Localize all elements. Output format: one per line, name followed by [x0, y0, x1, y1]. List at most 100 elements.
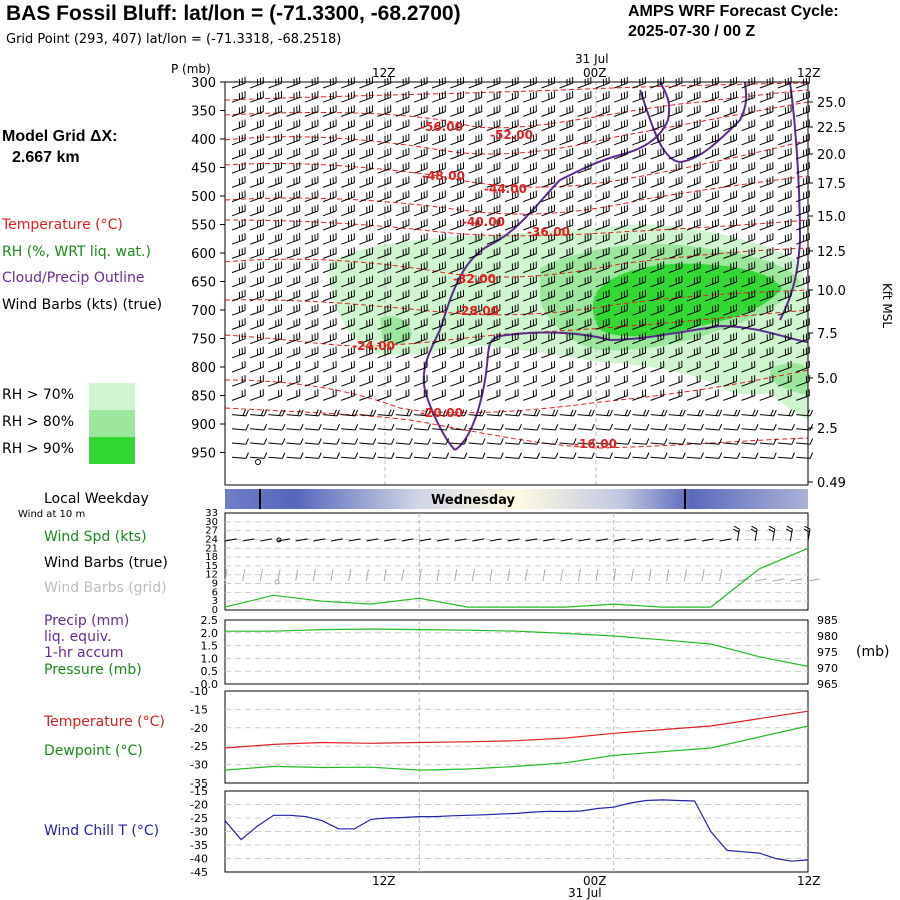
model-grid-value: 2.667 km — [12, 149, 80, 166]
wind-barb — [705, 218, 719, 231]
wind-barb — [741, 133, 756, 146]
wind-barb — [250, 247, 264, 259]
wind-barb — [796, 318, 810, 330]
wind-barb — [650, 119, 665, 132]
wind-barb — [486, 375, 501, 387]
wind-barb — [686, 147, 701, 160]
pressure-tick-label: 750 — [191, 333, 216, 348]
wind-barb — [286, 289, 301, 302]
wind-barb — [523, 289, 537, 302]
wind-barb — [341, 204, 355, 217]
precip-accum-label: 1-hr accum — [44, 645, 124, 661]
wind-barb — [468, 133, 483, 146]
wind-barb — [450, 261, 465, 274]
pressure-tick-label: 350 — [191, 105, 216, 120]
height-tick-label: 15.0 — [817, 210, 846, 225]
surface-wind-barb — [525, 538, 538, 542]
wind-barb — [632, 105, 647, 117]
pressure-tick-label: 550 — [191, 219, 216, 234]
grid-wind-barb — [242, 569, 246, 582]
height-tick-label: 25.0 — [817, 96, 846, 111]
wind-barb — [413, 261, 428, 274]
wind-barb — [359, 91, 374, 103]
wind-barb — [468, 289, 483, 302]
wind-barb — [468, 332, 483, 345]
temperature-contour-line — [224, 289, 809, 316]
wind-barb — [523, 375, 537, 387]
rh-shading — [329, 224, 808, 420]
wind-barb — [250, 275, 264, 288]
wind-barb — [304, 91, 319, 103]
wind-barb — [231, 438, 249, 445]
wind-barb — [413, 190, 428, 203]
wind-barb — [486, 332, 501, 345]
wind-barb — [650, 318, 665, 330]
wind-barb — [395, 389, 410, 401]
precip-label-group: Precip (mm) liq. equiv. 1-hr accum — [44, 613, 129, 661]
wind-barb — [231, 105, 246, 117]
wind-barb — [650, 304, 665, 316]
wind-barb — [322, 233, 337, 245]
wind-barb — [650, 204, 665, 217]
wind-barbs-grid-label: Wind Barbs (grid) — [44, 580, 167, 596]
wind-barb — [686, 438, 704, 445]
wind-barb — [250, 409, 268, 417]
wind-barb — [650, 452, 668, 459]
wind-barb — [504, 318, 519, 330]
wind-barb — [686, 261, 701, 274]
wind-barb — [304, 424, 322, 431]
wind-barb — [286, 218, 301, 231]
surface-wind-barb — [719, 538, 732, 542]
surface-wind-barb — [295, 538, 308, 542]
pressure-tick-label: 600 — [191, 247, 216, 262]
surface-wind-barb — [631, 538, 644, 542]
wind-barb — [723, 176, 738, 188]
wind-barb — [650, 133, 665, 146]
grid-wind-barb — [613, 569, 617, 582]
wind-barb — [377, 247, 392, 259]
wind-barb — [723, 318, 738, 330]
wind-barb — [595, 332, 610, 345]
wind-barb — [268, 261, 283, 274]
wind-barb — [268, 318, 283, 330]
wind-barb — [286, 275, 301, 288]
wind-barb — [341, 304, 355, 316]
cross-section-frame — [224, 81, 809, 486]
wind-barb — [504, 289, 519, 302]
wind-barb — [395, 375, 410, 387]
wind-barb — [741, 389, 756, 401]
wind-barb — [686, 133, 701, 146]
wind-barb — [723, 133, 738, 146]
wind-barb — [250, 438, 268, 445]
temperature-line — [224, 710, 809, 749]
temperature-contour-line — [224, 219, 809, 237]
wind-barb — [486, 247, 501, 259]
wind-barb — [741, 332, 756, 345]
wind-barb — [341, 318, 355, 330]
wind-barb — [759, 133, 774, 146]
wind-barb — [705, 162, 719, 174]
windchill-panel-label: Wind Chill T (°C) — [44, 823, 160, 839]
grid-wind-barb — [701, 569, 705, 582]
pressure-panel: 2.52.01.51.00.50.0 985 980 975 970 965 — [201, 614, 839, 691]
wind-barb — [231, 233, 246, 245]
wind-barb — [777, 204, 792, 217]
wind-barb — [523, 360, 537, 373]
wind-barb — [777, 105, 792, 117]
wind-barb — [705, 389, 719, 401]
wind-barb — [268, 176, 283, 188]
wind-barb — [686, 318, 701, 330]
wind-barb — [777, 452, 795, 459]
wind-barb — [723, 105, 738, 117]
wind-barb — [595, 91, 610, 103]
grid-wind-barb — [348, 569, 352, 582]
wind-barb — [614, 119, 628, 132]
grid-wind-barb — [418, 569, 422, 582]
wind-barb — [450, 147, 465, 160]
wind-barb — [632, 424, 650, 431]
pressure-tick-label: 980 — [817, 630, 838, 643]
wind-barb — [705, 147, 719, 160]
wind-barb — [395, 289, 410, 302]
wind-barb — [432, 91, 446, 103]
wind-barb — [777, 233, 792, 245]
